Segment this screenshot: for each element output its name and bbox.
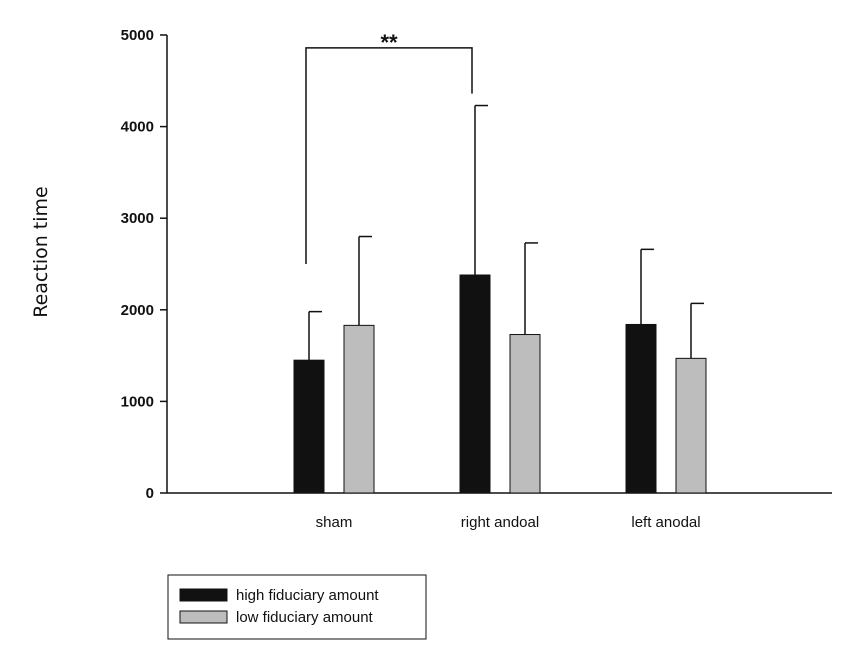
legend-label-low: low fiduciary amount (236, 609, 374, 626)
y-axis-label: Reaction time (30, 186, 52, 318)
legend: high fiduciary amount low fiduciary amoun… (167, 574, 427, 640)
bar-high-1 (459, 274, 491, 494)
axes (166, 35, 832, 494)
significance-bracket: ** (305, 30, 473, 264)
category-label: left anodal (631, 514, 700, 531)
bar-high-2 (625, 323, 657, 494)
y-tick-label: 3000 (121, 210, 154, 227)
legend-box (167, 574, 427, 640)
y-tick-label: 5000 (121, 27, 154, 44)
category-label: sham (316, 514, 353, 531)
category-labels: sham right andoal left anodal (316, 514, 701, 531)
legend-swatch-low (179, 610, 228, 624)
y-tick-label: 0 (146, 485, 154, 502)
significance-bracket-line (305, 47, 473, 264)
bar-low-2 (675, 357, 707, 494)
error-bars (308, 104, 704, 361)
legend-label-high: high fiduciary amount (236, 587, 379, 604)
y-tick-label: 4000 (121, 119, 154, 136)
bar-low-1 (509, 334, 541, 494)
y-ticks: 0 1000 2000 3000 4000 5000 (121, 27, 167, 502)
bar-low-0 (343, 324, 375, 494)
significance-label: ** (380, 30, 398, 55)
y-tick-label: 1000 (121, 393, 154, 410)
bars (293, 274, 707, 494)
y-tick-label: 2000 (121, 302, 154, 319)
legend-swatch-high (179, 588, 228, 602)
category-label: right andoal (461, 514, 539, 531)
bar-high-0 (293, 359, 325, 494)
